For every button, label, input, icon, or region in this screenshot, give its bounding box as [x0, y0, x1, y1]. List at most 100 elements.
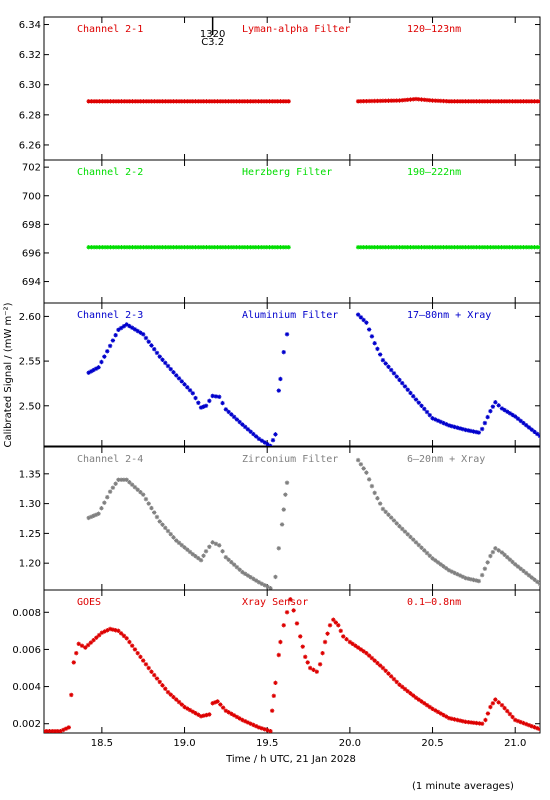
data-point: [163, 245, 168, 250]
panel-frame: [43, 16, 541, 161]
y-tick-label: 0.004: [12, 682, 41, 693]
data-point: [88, 640, 94, 645]
data-point: [521, 245, 526, 250]
data-point: [163, 686, 168, 691]
data-point: [105, 349, 110, 354]
data-point: [165, 363, 171, 369]
data-point: [449, 423, 455, 429]
data-point: [124, 477, 129, 482]
data-point: [102, 245, 108, 250]
data-point: [397, 377, 402, 383]
data-point: [502, 407, 507, 413]
filter-label: Zirconium Filter: [242, 454, 338, 465]
data-point: [127, 480, 132, 485]
data-point: [476, 578, 482, 584]
data-point: [141, 245, 146, 250]
data-point: [256, 99, 261, 104]
data-point: [466, 428, 471, 433]
data-point: [499, 99, 504, 104]
data-point: [493, 697, 498, 702]
data-point: [499, 550, 505, 555]
data-point: [430, 98, 435, 103]
data-point: [449, 569, 455, 574]
data-point: [96, 365, 101, 370]
data-point: [201, 553, 206, 558]
series-points: [86, 457, 540, 590]
data-point: [157, 679, 162, 685]
data-point: [507, 245, 512, 250]
data-point: [245, 99, 250, 104]
data-point: [427, 704, 432, 710]
data-point: [288, 597, 293, 602]
data-point: [317, 662, 323, 667]
data-point: [100, 245, 105, 250]
data-point: [372, 658, 377, 663]
data-point: [364, 98, 369, 104]
data-point: [141, 332, 146, 337]
panel-5: 0.002 0.004 0.006 0.008 GOES Xray Sensor 0.1–0…: [12, 589, 541, 734]
data-point: [275, 99, 280, 104]
data-point: [477, 721, 482, 726]
data-point: [207, 99, 212, 104]
data-point: [380, 98, 386, 104]
data-point: [413, 695, 419, 700]
data-point: [127, 639, 132, 645]
data-point: [375, 346, 380, 352]
data-point: [510, 99, 515, 104]
data-point: [505, 555, 510, 560]
data-point: [400, 526, 405, 532]
data-point: [198, 245, 204, 250]
data-point: [471, 577, 476, 583]
data-point: [91, 99, 97, 104]
y-tick-label: 0.008: [12, 608, 41, 619]
data-point: [438, 98, 443, 104]
data-point: [276, 546, 281, 551]
data-point: [532, 725, 537, 730]
data-point: [116, 245, 121, 250]
series-points: [86, 312, 540, 446]
data-point: [83, 645, 88, 650]
data-point: [488, 704, 493, 710]
data-point: [44, 728, 49, 733]
data-point: [248, 574, 253, 580]
data-point: [111, 99, 116, 104]
data-point: [526, 425, 532, 430]
data-point: [63, 726, 69, 731]
data-point: [424, 409, 430, 415]
data-point: [507, 557, 513, 562]
data-point: [501, 99, 507, 104]
data-point: [113, 628, 118, 633]
data-point: [366, 327, 372, 332]
data-point: [529, 99, 534, 104]
data-point: [479, 721, 485, 726]
data-point: [97, 99, 102, 104]
data-point: [413, 245, 419, 250]
data-point: [446, 245, 452, 250]
data-point: [119, 245, 124, 250]
data-point: [86, 99, 91, 104]
data-point: [535, 726, 540, 731]
data-point: [146, 245, 152, 250]
data-point: [201, 404, 206, 409]
data-point: [138, 654, 143, 660]
data-point: [524, 721, 529, 727]
data-point: [369, 655, 375, 661]
data-point: [152, 245, 157, 250]
data-point: [444, 714, 449, 719]
data-point: [405, 387, 410, 392]
data-point: [488, 553, 493, 559]
data-point: [193, 395, 198, 401]
data-point: [507, 411, 513, 416]
data-point: [366, 98, 372, 104]
data-point: [265, 584, 270, 589]
data-point: [353, 643, 358, 648]
data-point: [138, 489, 143, 495]
data-point: [438, 245, 443, 250]
data-point: [248, 721, 253, 726]
data-point: [419, 245, 424, 250]
data-point: [201, 245, 206, 250]
data-point: [466, 576, 471, 581]
data-point: [118, 631, 124, 636]
data-point: [444, 245, 449, 250]
data-point: [413, 540, 419, 545]
